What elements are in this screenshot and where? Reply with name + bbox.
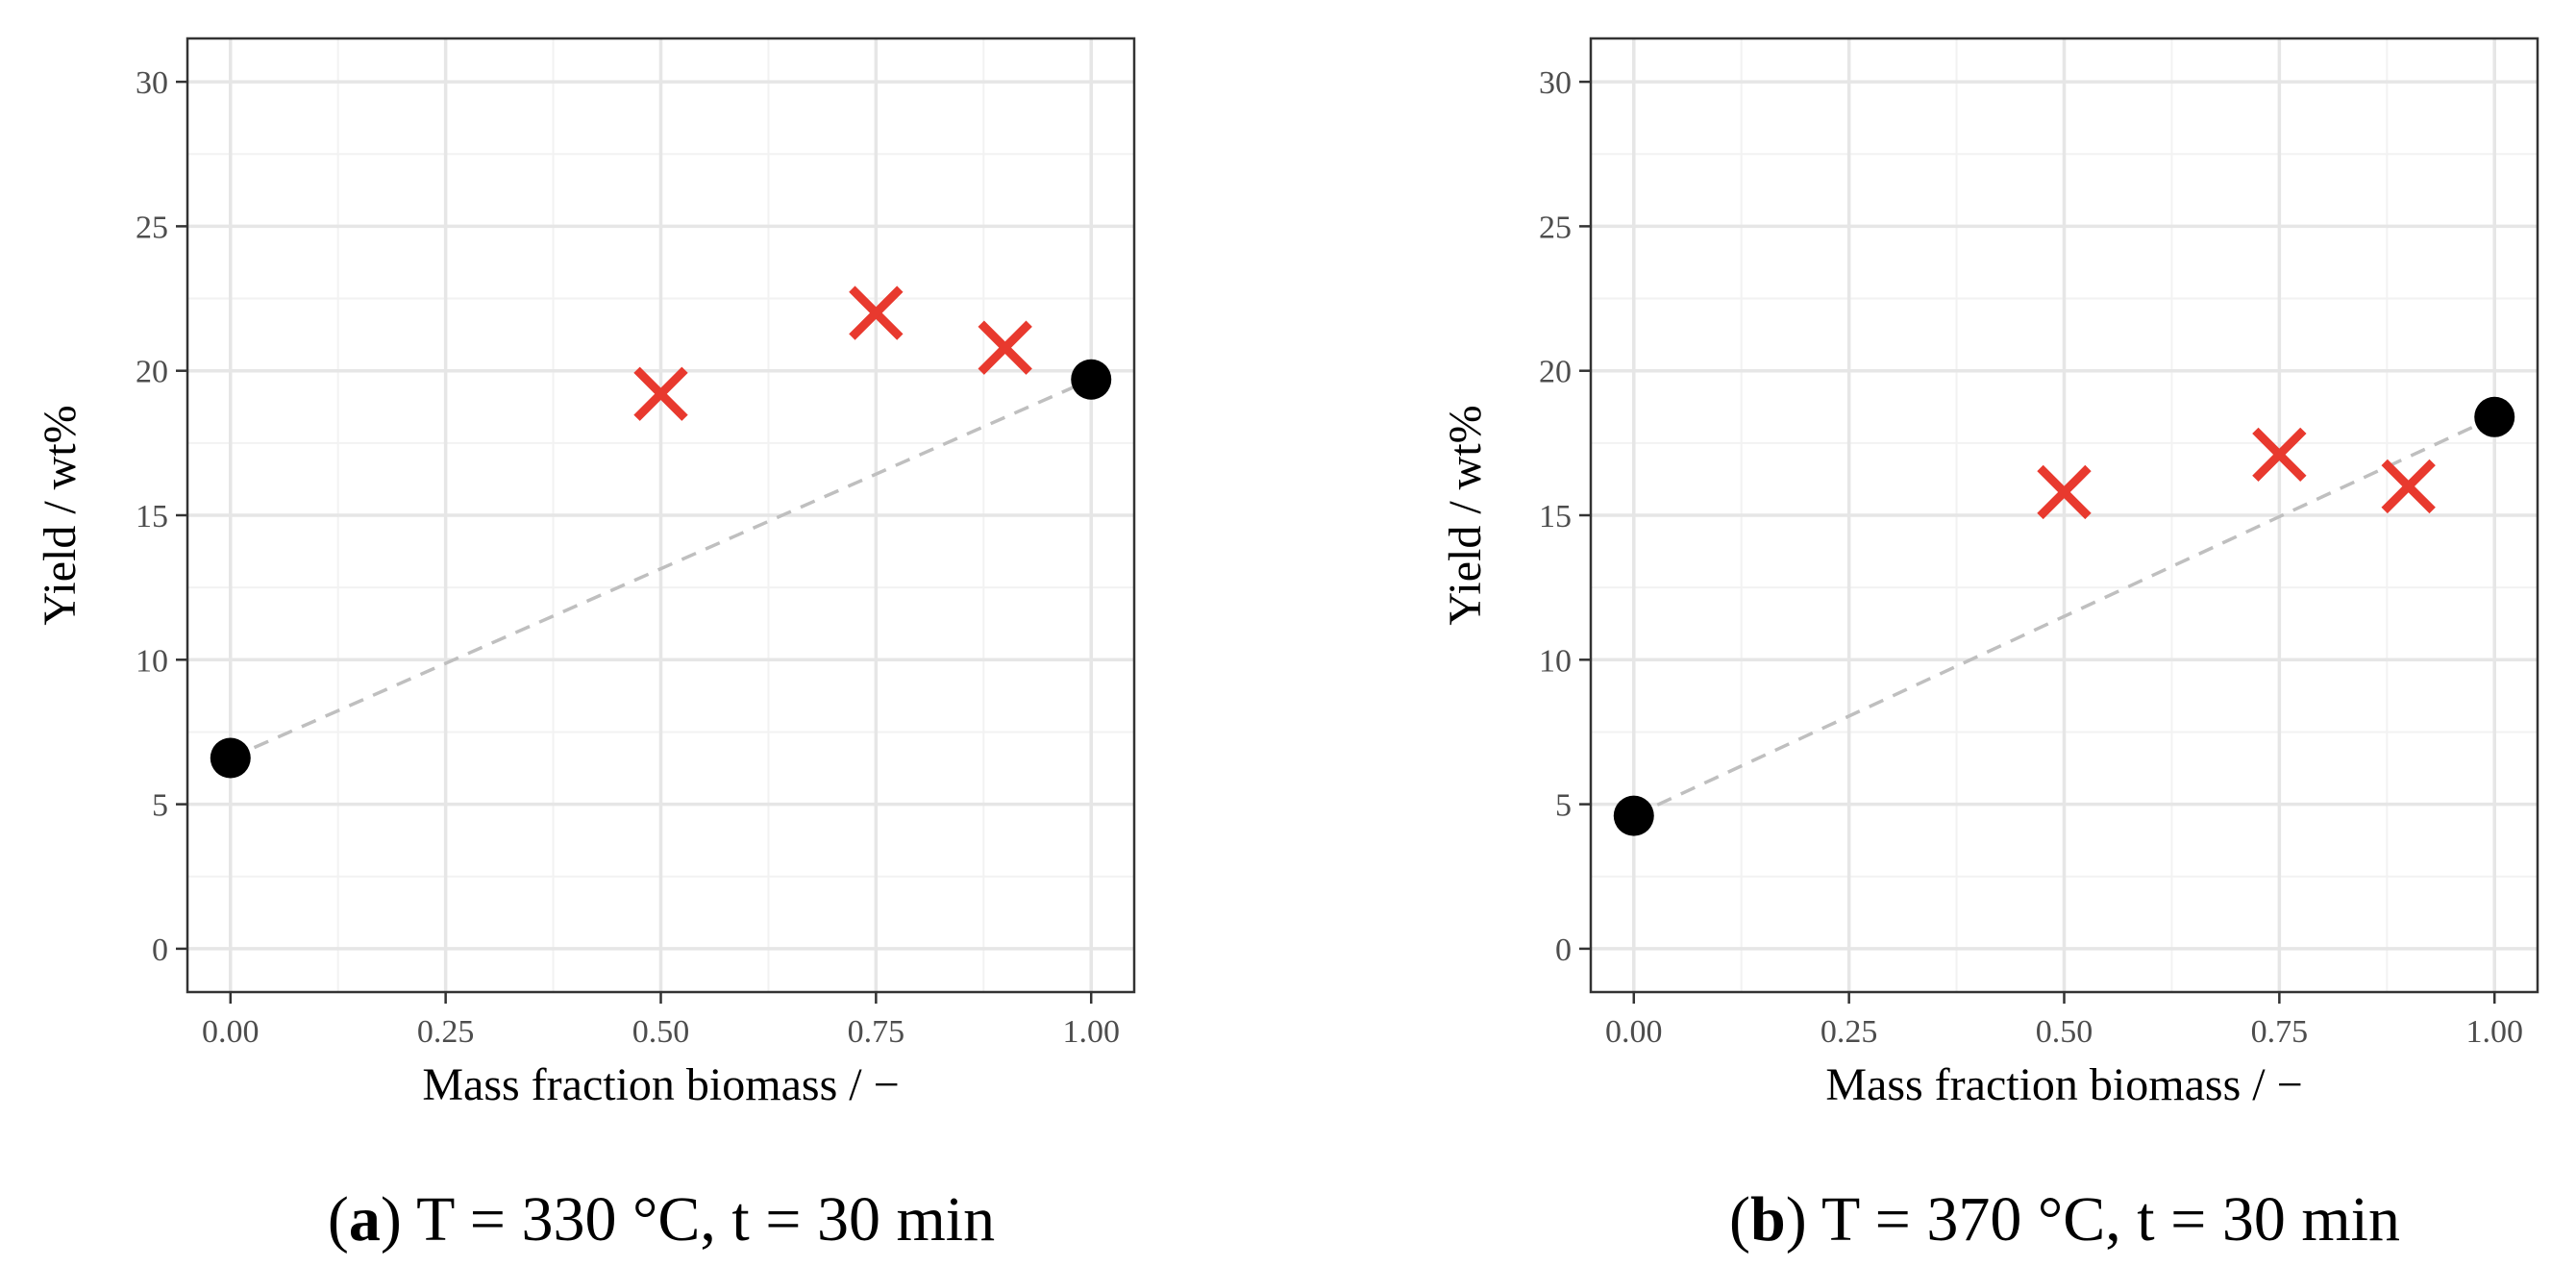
grid — [187, 38, 1134, 992]
y-tick-label: 30 — [136, 65, 168, 101]
caption-close-paren: ) — [1786, 1184, 1807, 1255]
x-tick-label: 0.25 — [1821, 1014, 1878, 1050]
x-tick-label: 0.75 — [848, 1014, 905, 1050]
y-tick-label: 15 — [1539, 499, 1572, 534]
cross-stroke — [2381, 459, 2436, 514]
x-tick-label: 1.00 — [2465, 1014, 2523, 1050]
caption-letter: b — [1750, 1184, 1786, 1255]
y-tick-label: 0 — [152, 932, 168, 968]
x-tick-label: 0.50 — [632, 1014, 690, 1050]
cross-stroke — [2037, 464, 2092, 520]
data-point-circle — [1071, 359, 1112, 400]
panel-caption: (b) T = 370 °C, t = 30 min — [1729, 1184, 2400, 1255]
data-point-cross — [849, 286, 904, 340]
data-point-circle — [1613, 795, 1654, 836]
caption-text: T = 330 °C, t = 30 min — [402, 1184, 995, 1255]
x-tick-label: 0.00 — [202, 1014, 260, 1050]
y-tick-label: 0 — [1555, 932, 1572, 968]
cross-stroke — [849, 286, 904, 340]
y-tick-label: 25 — [136, 210, 168, 245]
data-point-cross — [2252, 427, 2307, 483]
y-tick-label: 10 — [1539, 643, 1572, 679]
y-tick-label: 20 — [136, 355, 168, 390]
reference-dashed-line — [1633, 415, 2495, 818]
data-point-cross — [978, 320, 1032, 375]
caption-letter: a — [349, 1184, 381, 1255]
y-tick-label: 10 — [136, 643, 168, 679]
x-tick-label: 0.00 — [1605, 1014, 1663, 1050]
y-tick-label: 15 — [136, 499, 168, 534]
panel-caption: (a) T = 330 °C, t = 30 min — [328, 1184, 995, 1255]
x-tick-label: 0.25 — [417, 1014, 475, 1050]
x-axis-title: Mass fraction biomass / − — [1825, 1059, 2302, 1110]
x-tick-label: 0.50 — [2036, 1014, 2093, 1050]
caption-open-paren: ( — [1729, 1184, 1750, 1255]
x-axis-title: Mass fraction biomass / − — [422, 1059, 899, 1110]
y-axis-title: Yield / wt% — [35, 405, 86, 625]
cross-stroke — [2252, 427, 2307, 483]
data-point-circle — [210, 737, 251, 779]
y-tick-label: 5 — [152, 788, 168, 824]
y-tick-label: 20 — [1539, 355, 1572, 390]
x-tick-label: 0.75 — [2251, 1014, 2309, 1050]
y-axis-title: Yield / wt% — [1440, 405, 1491, 625]
y-tick-label: 30 — [1539, 65, 1572, 101]
data-point-circle — [2474, 396, 2515, 437]
data-point-cross — [2381, 459, 2436, 514]
caption-close-paren: ) — [381, 1184, 402, 1255]
y-tick-label: 25 — [1539, 210, 1572, 245]
cross-stroke — [633, 366, 688, 421]
chart-panel-a: 0 5 10 15 20 25 30 0.00 0.25 0.50 0.75 1.00 Mass fra… — [35, 37, 1136, 1255]
y-tick-label: 5 — [1555, 788, 1572, 824]
data-point-cross — [633, 366, 688, 421]
data-point-cross — [2037, 464, 2092, 520]
reference-dashed-line — [230, 378, 1092, 760]
caption-open-paren: ( — [328, 1184, 349, 1255]
grid — [1591, 38, 2538, 992]
caption-text: T = 370 °C, t = 30 min — [1807, 1184, 2400, 1255]
cross-stroke — [978, 320, 1032, 375]
x-tick-label: 1.00 — [1062, 1014, 1120, 1050]
chart-panel-b: 0 5 10 15 20 25 30 0.00 0.25 0.50 0.75 1.00 Mass fra… — [1440, 37, 2539, 1255]
